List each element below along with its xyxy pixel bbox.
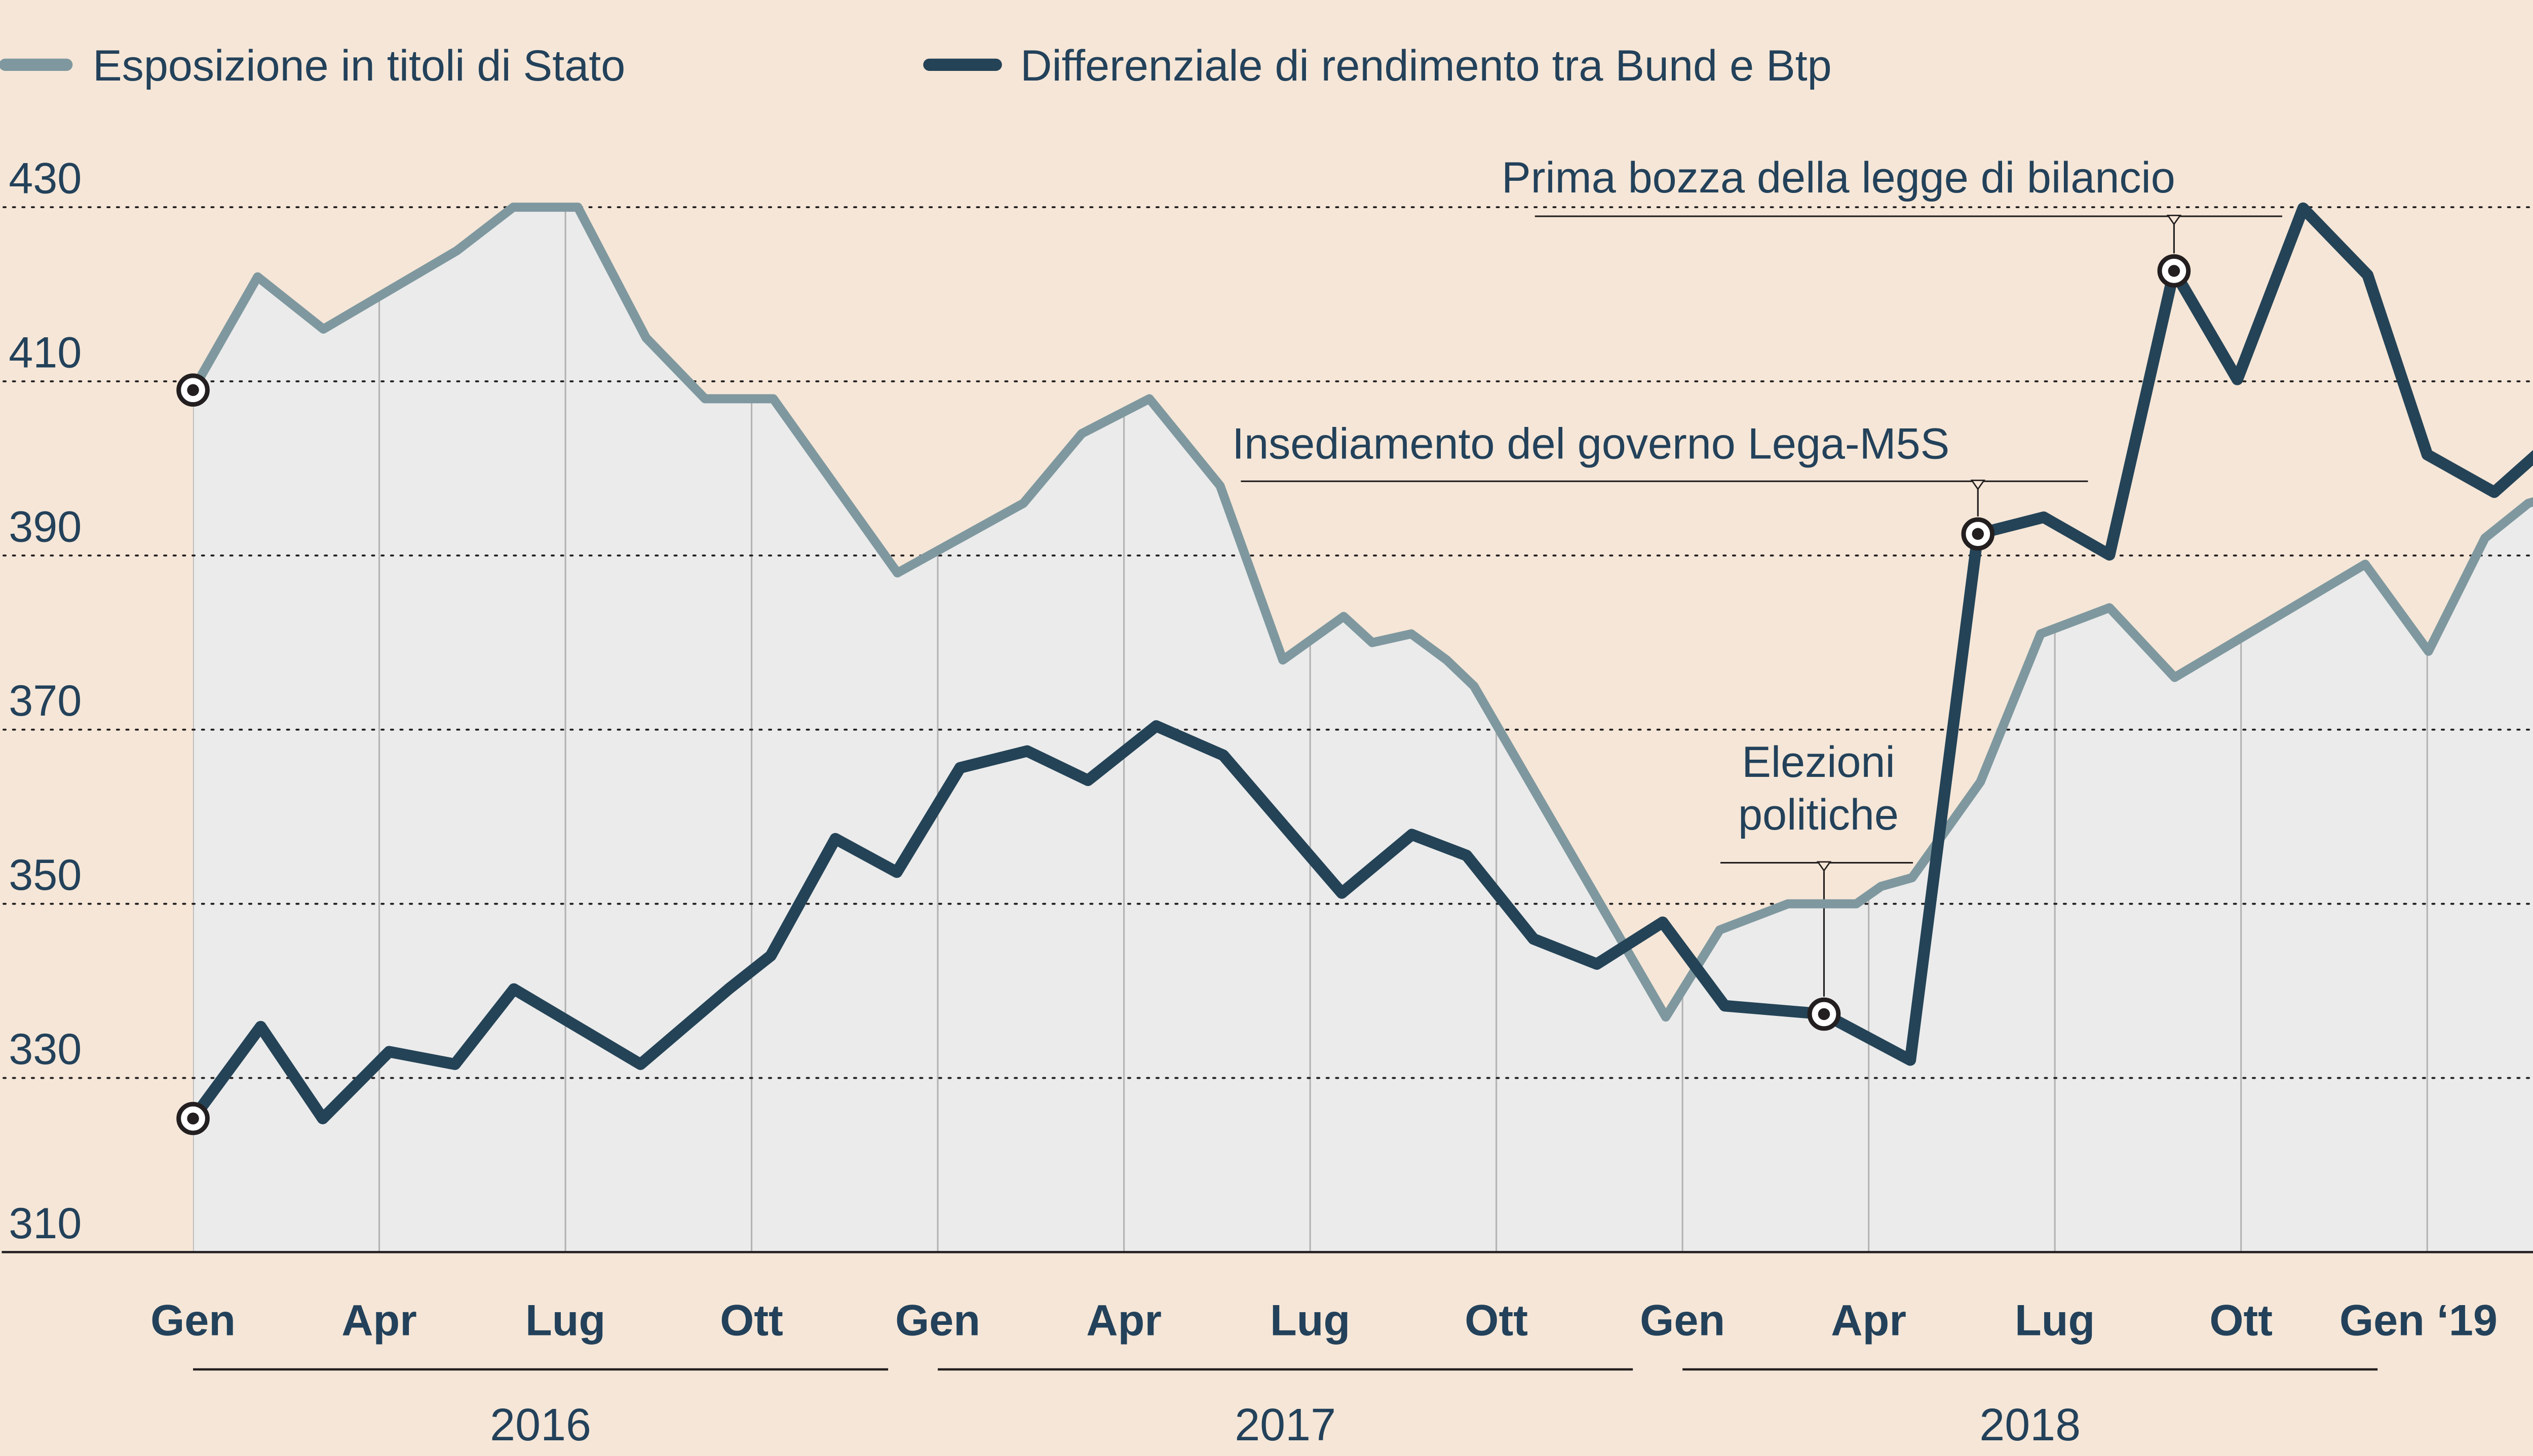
left-axis-tick-label: 370 <box>9 677 82 725</box>
month-label: Ott <box>1465 1296 1528 1345</box>
exposure-area-fill <box>193 207 2533 1252</box>
month-label: Ott <box>2209 1296 2273 1345</box>
legend-label-exposure: Esposizione in titoli di Stato <box>93 42 625 90</box>
left-axis-labels: 430 410 390 370 350 330 310 <box>9 154 82 1247</box>
left-gridlines <box>3 206 2533 1079</box>
markers <box>176 254 2191 1135</box>
x-axis-year-groups: 2016 2017 2018 <box>193 1368 2378 1450</box>
year-group: 2018 <box>1682 1368 2378 1450</box>
marker-dot-icon <box>187 1112 199 1125</box>
left-axis-tick-label: 430 <box>9 154 82 203</box>
month-label: Apr <box>1086 1296 1162 1345</box>
annotation: Prima bozza della legge di bilancio <box>1502 153 2282 254</box>
marker-spread <box>1961 517 1995 551</box>
marker-dot-icon <box>1818 1008 1830 1020</box>
legend-label-spread: Differenziale di rendimento tra Bund e B… <box>1020 42 1832 90</box>
marker-spread <box>1807 997 1841 1031</box>
marker-dot-icon <box>2168 265 2180 277</box>
annotation-pointer-icon <box>1970 480 1986 491</box>
month-label: Apr <box>1831 1296 1906 1345</box>
series-line-exposure <box>188 203 2533 1022</box>
month-label: Gen <box>150 1296 236 1345</box>
left-axis-tick-label: 390 <box>9 502 82 551</box>
series-line-spread <box>187 202 2533 1125</box>
annotation-pointer-icon <box>2166 214 2182 226</box>
year-group: 2016 <box>193 1368 889 1450</box>
left-axis-tick-label: 330 <box>9 1025 82 1074</box>
legend: Esposizione in titoli di Stato Differenz… <box>0 42 1832 90</box>
marker-exposure <box>176 373 210 407</box>
annotation-text: Prima bozza della legge di bilancio <box>1502 153 2175 202</box>
annotation: Elezioni politiche <box>1720 738 1913 997</box>
month-label: Gen <box>895 1296 980 1345</box>
month-label: Lug <box>1270 1296 1350 1345</box>
annotation-text: Insediamento del governo Lega-M5S <box>1232 419 1949 468</box>
left-axis-tick-label: 310 <box>9 1199 82 1248</box>
month-label: Gen <box>1640 1296 1725 1345</box>
left-axis-tick-label: 350 <box>9 851 82 899</box>
left-axis-tick-label: 410 <box>9 328 82 377</box>
month-label: Apr <box>341 1296 417 1345</box>
annotation-pointer-icon <box>1816 861 1832 872</box>
annotation-text: Elezioni <box>1742 738 1895 786</box>
marker-dot-icon <box>187 384 199 396</box>
legend-item-exposure: Esposizione in titoli di Stato <box>0 42 625 90</box>
month-label: Lug <box>2015 1296 2095 1345</box>
year-group: 2017 <box>938 1368 1633 1450</box>
month-label: Lug <box>525 1296 605 1345</box>
year-label: 2018 <box>1979 1400 2081 1450</box>
year-label: 2017 <box>1235 1400 1336 1450</box>
month-label: Gen ‘19 <box>2339 1296 2498 1345</box>
annotation-text: politiche <box>1738 791 1899 839</box>
annotations: Elezioni politiche Insediamento del govern… <box>1232 153 2282 997</box>
annotation: Insediamento del governo Lega-M5S <box>1232 419 2088 517</box>
legend-item-spread: Differenziale di rendimento tra Bund e B… <box>923 42 1832 90</box>
marker-spread <box>176 1101 210 1135</box>
x-axis-month-labels: Gen Apr Lug Ott Gen Apr Lug Ott Gen Apr Lug Ott Gen … <box>150 1296 2498 1345</box>
month-label: Ott <box>720 1296 783 1345</box>
marker-spread <box>2157 254 2191 288</box>
year-label: 2016 <box>490 1400 591 1450</box>
marker-dot-icon <box>1972 528 1984 540</box>
